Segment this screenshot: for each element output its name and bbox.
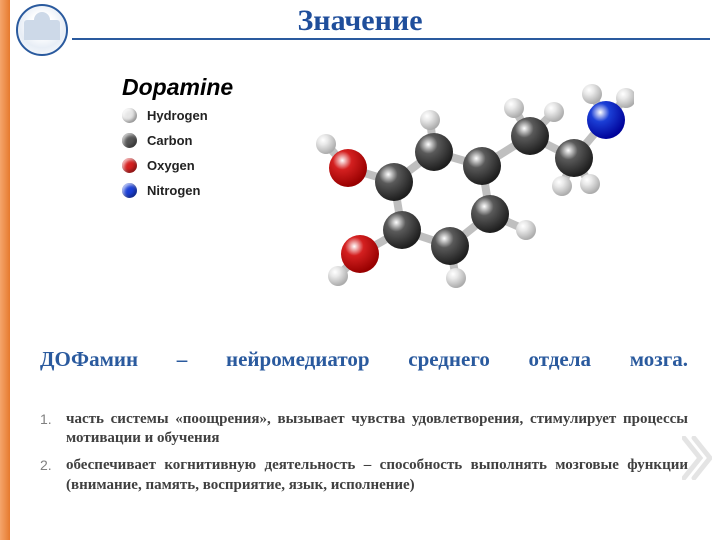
- list-text: обеспечивает когнитивную деятельность – …: [66, 456, 688, 494]
- title-rule: [72, 38, 710, 40]
- legend-label: Hydrogen: [147, 108, 208, 123]
- legend-swatch: [122, 183, 137, 198]
- molecule-figure: Dopamine Hydrogen Carbon Oxygen Nitrogen: [88, 54, 648, 320]
- legend-row: Hydrogen: [122, 108, 208, 123]
- legend-swatch: [122, 158, 137, 173]
- legend-label: Oxygen: [147, 158, 195, 173]
- list-item: 2.обеспечивает когнитивную деятельность …: [40, 456, 688, 494]
- list-item: 1.часть системы «поощрения», вызывает чу…: [40, 410, 688, 448]
- legend-label: Carbon: [147, 133, 193, 148]
- list-text: часть системы «поощрения», вызывает чувс…: [66, 410, 688, 448]
- legend-swatch: [122, 108, 137, 123]
- accent-bar: [0, 0, 10, 540]
- legend-row: Nitrogen: [122, 183, 208, 198]
- subtitle-rest: – нейромедиатор среднего отдела мозга.: [138, 347, 688, 371]
- legend-row: Carbon: [122, 133, 208, 148]
- molecule-diagram: [274, 62, 634, 314]
- bullet-list: 1.часть системы «поощрения», вызывает чу…: [40, 410, 688, 503]
- list-number: 1.: [40, 410, 66, 448]
- legend-row: Oxygen: [122, 158, 208, 173]
- subtitle: ДОФамин – нейромедиатор среднего отдела …: [40, 346, 688, 373]
- next-chevron-icon: [682, 436, 712, 480]
- element-legend: Hydrogen Carbon Oxygen Nitrogen: [122, 108, 208, 208]
- legend-swatch: [122, 133, 137, 148]
- subtitle-term: ДОФамин: [40, 347, 138, 371]
- page-title: Значение: [0, 4, 720, 38]
- list-number: 2.: [40, 456, 66, 494]
- molecule-title: Dopamine: [122, 74, 233, 101]
- legend-label: Nitrogen: [147, 183, 200, 198]
